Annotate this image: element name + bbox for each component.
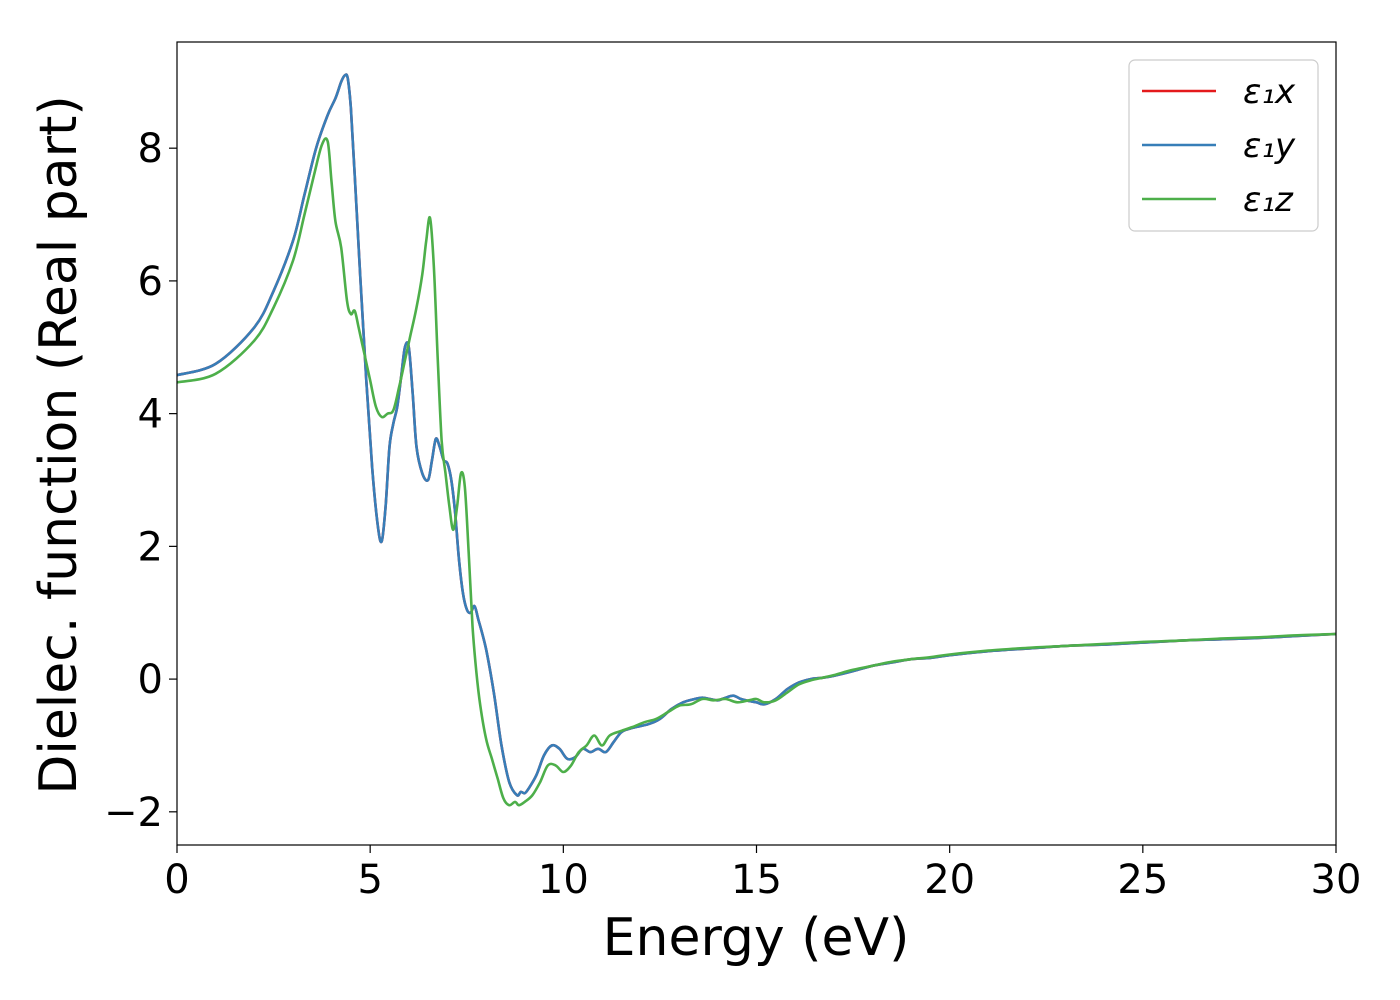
series-line-3 [177,137,1336,807]
y-axis-title: Dielec. function (Real part) [29,95,89,794]
y-tick-label: 0 [138,657,163,703]
x-tick-label: 10 [538,857,589,903]
x-tick-label: 30 [1311,857,1362,903]
legend-label-2: ε₁y [1243,126,1296,166]
y-tick-label: 4 [138,392,163,438]
y-tick-label: 6 [138,259,163,305]
y-tick-label: 2 [138,524,163,570]
legend-label-3: ε₁z [1243,180,1294,220]
x-tick-label: 0 [164,857,189,903]
legend-label-1: ε₁x [1243,72,1296,112]
legend-frame [1128,59,1319,232]
x-tick-label: 20 [924,857,975,903]
x-axis-title: Energy (eV) [603,908,910,968]
x-tick-label: 25 [1117,857,1168,903]
y-tick-label: −2 [104,790,163,836]
x-tick-label: 5 [357,857,382,903]
y-tick-label: 8 [138,126,163,172]
legend: ε₁x ε₁y ε₁z [1128,59,1319,232]
x-tick-label: 15 [731,857,782,903]
